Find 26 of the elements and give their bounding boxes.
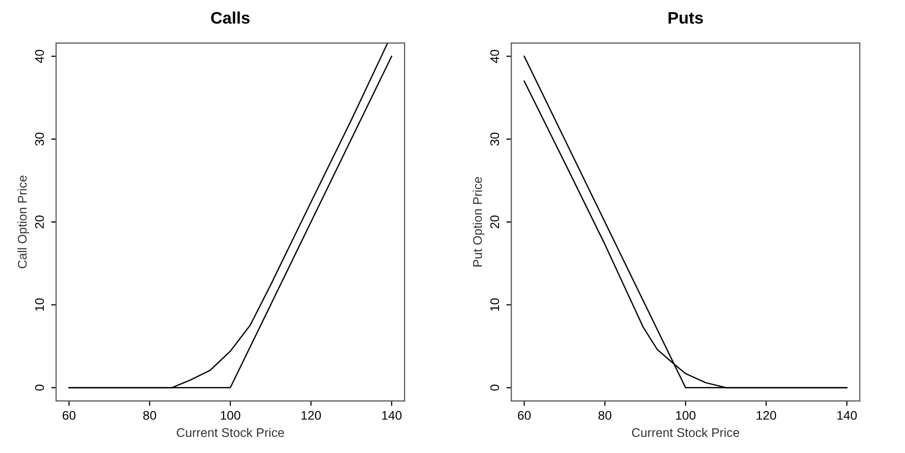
y-tick-label: 40 <box>490 50 500 63</box>
x-tick-label: 140 <box>382 410 402 420</box>
x-tick-label: 120 <box>756 410 776 420</box>
y-tick-label: 20 <box>35 216 44 228</box>
x-tick-label: 60 <box>62 410 76 420</box>
chart-title: Puts <box>668 12 703 24</box>
y-tick-label: 0 <box>35 384 44 391</box>
x-tick-label: 120 <box>302 410 321 420</box>
chart-title: Calls <box>211 12 250 24</box>
x-tick-label: 80 <box>143 410 156 420</box>
y-tick-label: 20 <box>490 216 500 228</box>
y-tick-label: 40 <box>35 50 44 63</box>
y-axis-title: Put Option Price <box>472 177 484 266</box>
y-tick-label: 10 <box>490 298 500 311</box>
x-tick-label: 100 <box>220 410 240 420</box>
x-tick-label: 140 <box>837 410 857 420</box>
x-tick-label: 100 <box>676 410 696 420</box>
x-axis-title: Current Stock Price <box>632 428 740 438</box>
y-tick-label: 30 <box>35 132 44 146</box>
x-tick-label: 80 <box>598 410 612 420</box>
y-tick-label: 10 <box>35 298 44 311</box>
y-axis-title: Call Option Price <box>18 176 30 268</box>
y-tick-label: 0 <box>490 384 500 391</box>
y-tick-label: 30 <box>490 132 500 146</box>
x-axis-title: Current Stock Price <box>176 428 284 438</box>
x-tick-label: 60 <box>518 410 531 420</box>
